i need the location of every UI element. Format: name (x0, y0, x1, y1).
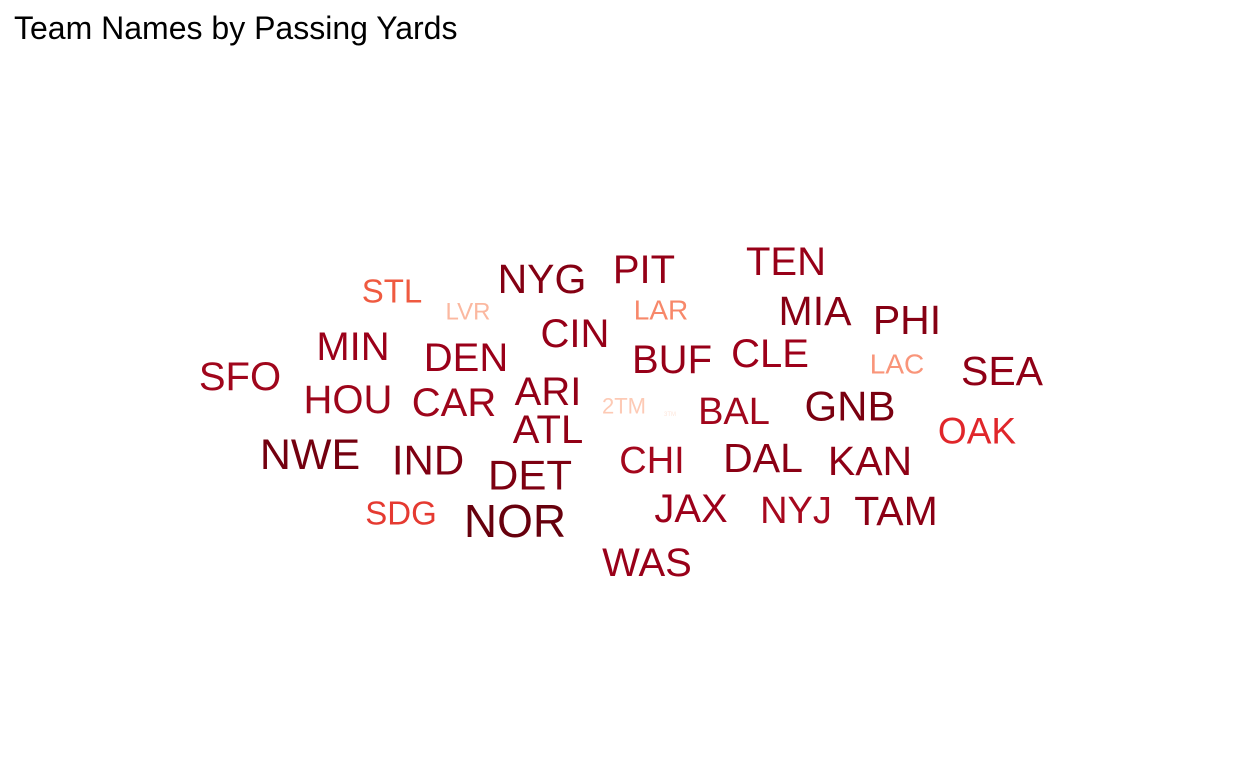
word-was: WAS (602, 541, 692, 585)
word-cle: CLE (731, 332, 809, 376)
word-nyj: NYJ (760, 490, 832, 532)
word-buf: BUF (632, 338, 712, 382)
word-pit: PIT (613, 248, 675, 292)
word-ten: TEN (746, 240, 826, 284)
word-lac: LAC (870, 349, 924, 380)
word-lar: LAR (634, 295, 688, 326)
word-nyg: NYG (498, 256, 587, 302)
word-jax: JAX (654, 487, 727, 531)
word-atl: ATL (513, 408, 583, 452)
word-bal: BAL (698, 391, 770, 433)
word-nor: NOR (464, 495, 566, 547)
word-tam: TAM (854, 488, 938, 534)
word-den: DEN (424, 336, 508, 380)
chart-title: Team Names by Passing Yards (14, 10, 458, 46)
word-oak: OAK (938, 411, 1016, 452)
word-dal: DAL (723, 435, 803, 481)
word-stl: STL (362, 273, 423, 310)
word-phi: PHI (873, 297, 941, 343)
word-min: MIN (316, 325, 389, 369)
word-lvr: LVR (446, 299, 491, 326)
word-kan: KAN (828, 438, 912, 484)
word-sea: SEA (961, 348, 1044, 394)
word-ari: ARI (515, 370, 582, 414)
word-hou: HOU (304, 378, 393, 422)
word-sdg: SDG (365, 495, 437, 532)
word-ind: IND (392, 437, 464, 484)
word-3tm: 3TM (664, 412, 676, 418)
word-sfo: SFO (199, 355, 281, 399)
word-nwe: NWE (260, 431, 360, 479)
word-chi: CHI (619, 440, 684, 482)
word-mia: MIA (779, 288, 853, 334)
word-2tm: 2TM (602, 394, 646, 419)
word-cin: CIN (541, 312, 610, 356)
word-gnb: GNB (804, 383, 895, 430)
word-det: DET (488, 452, 572, 499)
word-car: CAR (412, 381, 496, 425)
